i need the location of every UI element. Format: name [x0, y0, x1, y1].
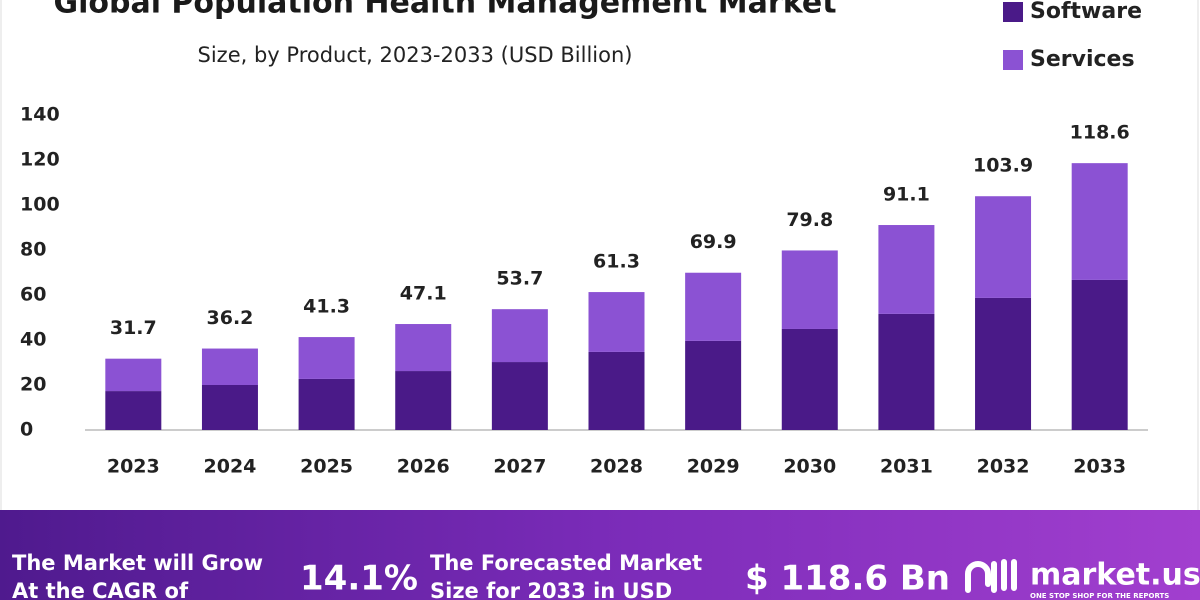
y-tick-label: 40 [20, 329, 46, 351]
bar-segment [395, 371, 452, 430]
x-tick-label: 2027 [493, 456, 546, 478]
footer-band [0, 510, 1200, 600]
bar-segment [201, 348, 258, 385]
x-tick-label: 2024 [204, 456, 257, 478]
forecast-value: $ 118.6 Bn [745, 559, 950, 599]
bar-segment [395, 324, 452, 372]
total-label: 69.9 [690, 231, 737, 253]
bar-segment [201, 385, 258, 430]
total-label: 41.3 [303, 296, 350, 318]
brand: market.us [1030, 558, 1200, 593]
bar-segment [781, 250, 838, 329]
bar-segment [975, 297, 1032, 430]
bar-segment [1071, 163, 1128, 280]
brand-logo [965, 559, 1017, 593]
bar-segment [588, 351, 645, 430]
total-label: 31.7 [110, 317, 157, 339]
total-label: 47.1 [400, 283, 447, 305]
bar-segment [105, 358, 162, 392]
bar-segment [588, 292, 645, 352]
bar-segment [975, 196, 1032, 298]
cagr-text: At the CAGR of [12, 579, 189, 600]
total-label: 36.2 [207, 307, 254, 329]
chart-title: Global Population Health Management Mark… [53, 0, 836, 21]
y-tick-label: 0 [20, 419, 33, 441]
bar-segment [491, 309, 548, 363]
bar-segment [298, 378, 355, 430]
x-tick-label: 2033 [1073, 456, 1126, 478]
forecast-text: Size for 2033 in USD [430, 579, 672, 600]
x-tick-label: 2030 [783, 456, 836, 478]
forecast-text: The Forecasted Market [430, 551, 702, 575]
legend-label: Software [1030, 0, 1142, 24]
cagr-text: The Market will Grow [12, 551, 263, 575]
bar-segment [685, 340, 742, 430]
total-label: 91.1 [883, 184, 930, 206]
y-tick-label: 140 [20, 104, 60, 126]
total-label: 118.6 [1070, 122, 1130, 144]
x-tick-label: 2026 [397, 456, 450, 478]
bar-segment [781, 328, 838, 430]
x-tick-label: 2029 [687, 456, 740, 478]
bar-segment [878, 225, 935, 314]
legend-label: Services [1030, 47, 1135, 72]
bar-segment [878, 313, 935, 430]
y-tick-label: 100 [20, 194, 60, 216]
total-label: 103.9 [973, 155, 1033, 177]
total-label: 53.7 [496, 268, 543, 290]
legend-swatch [1003, 2, 1023, 22]
bar-segment [491, 362, 548, 430]
cagr-value: 14.1% [300, 559, 418, 599]
bar-segment [298, 337, 355, 379]
y-tick-label: 80 [20, 239, 46, 261]
total-label: 79.8 [786, 209, 833, 231]
chart-subtitle: Size, by Product, 2023-2033 (USD Billion… [198, 43, 633, 67]
bar-segment [1071, 279, 1128, 430]
y-tick-label: 20 [20, 374, 46, 396]
bar-segment [105, 391, 162, 430]
y-tick-label: 120 [20, 149, 60, 171]
bar-segment [685, 272, 742, 341]
x-tick-label: 2032 [977, 456, 1030, 478]
x-tick-label: 2028 [590, 456, 643, 478]
x-tick-label: 2023 [107, 456, 160, 478]
y-tick-label: 60 [20, 284, 46, 306]
x-tick-label: 2025 [300, 456, 353, 478]
legend-swatch [1003, 50, 1023, 70]
total-label: 61.3 [593, 251, 640, 273]
x-tick-label: 2031 [880, 456, 933, 478]
tagline: ONE STOP SHOP FOR THE REPORTS [1030, 592, 1169, 600]
